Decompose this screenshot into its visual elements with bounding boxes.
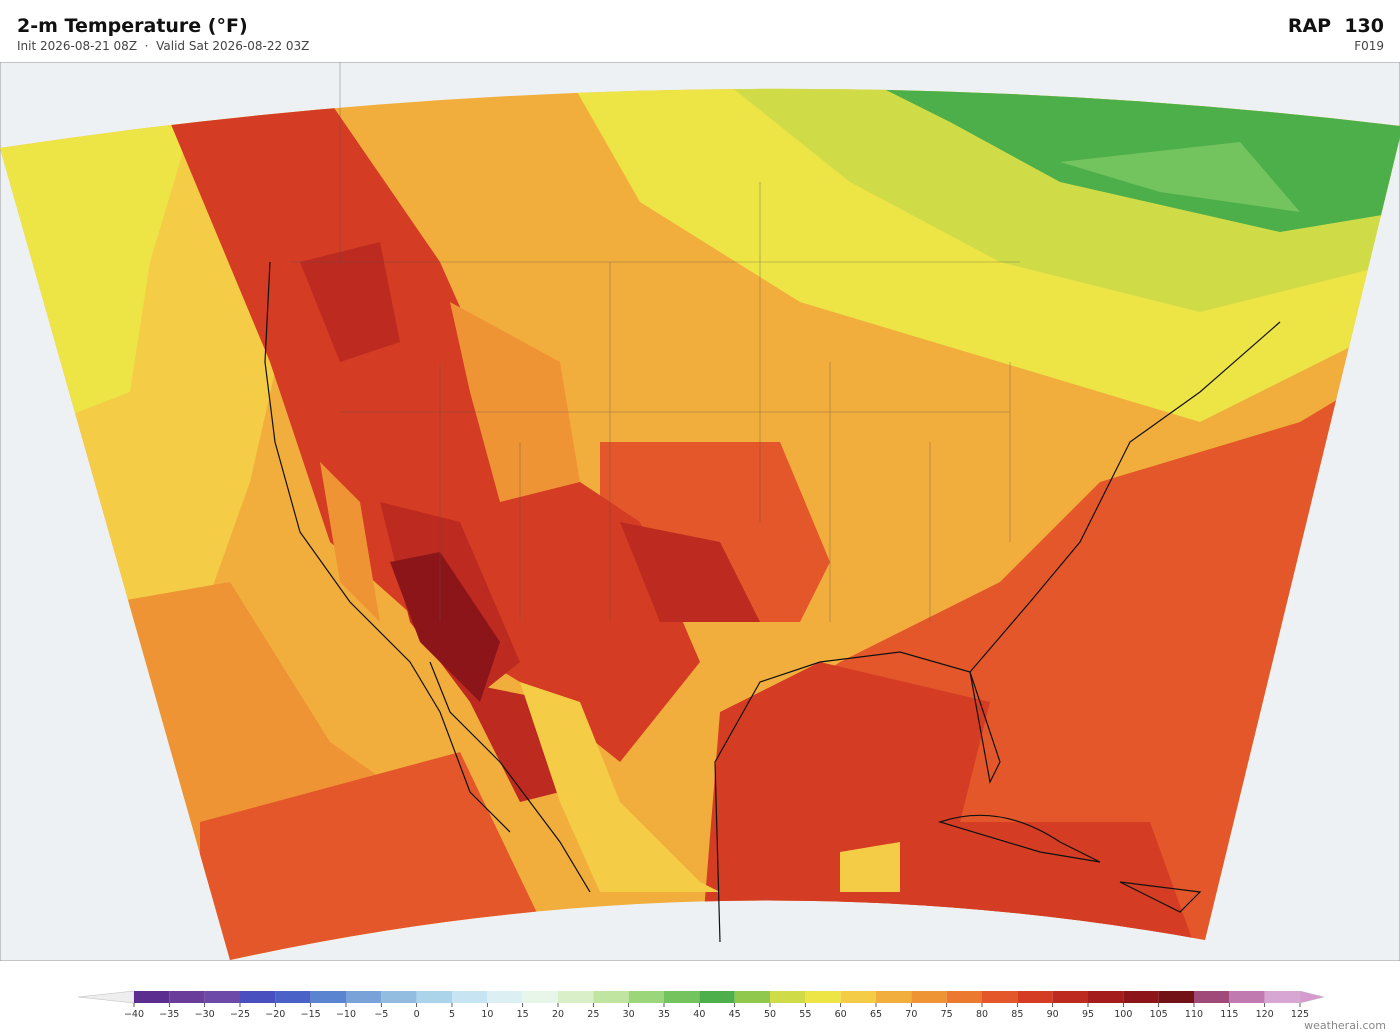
tick-label: 40: [693, 1009, 705, 1020]
tick-label: 105: [1150, 1009, 1168, 1020]
color-swatch: [1264, 991, 1300, 1003]
color-swatch: [593, 991, 629, 1003]
color-swatch: [1194, 991, 1230, 1003]
map-title: 2-m Temperature (°F): [17, 15, 248, 37]
tick-label: 50: [764, 1009, 776, 1020]
color-swatch: [1158, 991, 1194, 1003]
map: [0, 62, 1400, 961]
color-swatch: [1052, 991, 1088, 1003]
color-swatch: [699, 991, 735, 1003]
tick-label: 80: [976, 1009, 988, 1020]
color-swatch: [664, 991, 700, 1003]
color-swatch: [946, 991, 982, 1003]
color-swatch: [1017, 991, 1053, 1003]
tick-label: 95: [1082, 1009, 1094, 1020]
color-swatch: [452, 991, 488, 1003]
tick-label: −15: [301, 1009, 321, 1020]
tick-label: 125: [1291, 1009, 1309, 1020]
color-swatch: [840, 991, 876, 1003]
color-swatch: [628, 991, 664, 1003]
tick-label: 10: [481, 1009, 493, 1020]
tick-label: 120: [1256, 1009, 1274, 1020]
tick-label: 35: [658, 1009, 670, 1020]
tick-label: 15: [517, 1009, 529, 1020]
color-swatch: [1229, 991, 1265, 1003]
tick-label: −20: [265, 1009, 285, 1020]
color-swatch: [275, 991, 311, 1003]
tick-label: 85: [1011, 1009, 1023, 1020]
color-swatch: [204, 991, 240, 1003]
color-swatch: [805, 991, 841, 1003]
tick-label: 55: [799, 1009, 811, 1020]
tick-label: 70: [905, 1009, 917, 1020]
state-borders: [290, 62, 1020, 622]
color-swatch: [1123, 991, 1159, 1003]
tick-label: 25: [587, 1009, 599, 1020]
color-swatch: [876, 991, 912, 1003]
color-swatch: [1088, 991, 1124, 1003]
color-swatch: [734, 991, 770, 1003]
tick-label: 0: [414, 1009, 420, 1020]
model-name: RAP 130: [1287, 15, 1384, 37]
color-swatch: [770, 991, 806, 1003]
color-swatch: [346, 991, 382, 1003]
tick-label: −40: [124, 1009, 144, 1020]
colorbar: −40 −35 −30 −25 −20 −15 −10 −5 0 5 10 15 20 25 30 35 40 4…: [77, 990, 1325, 1020]
tick-label: 65: [870, 1009, 882, 1020]
init-time: Init 2026-08-21 08Z: [17, 39, 138, 53]
over-triangle: [1299, 990, 1325, 1004]
color-swatch: [134, 991, 170, 1003]
tick-label: −25: [230, 1009, 250, 1020]
tick-label: 115: [1220, 1009, 1238, 1020]
color-swatch: [381, 991, 417, 1003]
color-swatch: [169, 991, 205, 1003]
tick-label: 5: [449, 1009, 455, 1020]
tick-label: −10: [336, 1009, 356, 1020]
tick-label: −30: [195, 1009, 215, 1020]
color-swatch: [416, 991, 452, 1003]
watermark: weatherai.com: [1304, 1019, 1386, 1032]
tick-label: 110: [1185, 1009, 1203, 1020]
color-swatch: [487, 991, 523, 1003]
tick-label: 30: [623, 1009, 635, 1020]
color-swatch: [911, 991, 947, 1003]
forecast-hour: F019: [1354, 39, 1384, 53]
under-triangle: [77, 990, 135, 1004]
color-swatch: [240, 991, 276, 1003]
color-swatch: [982, 991, 1018, 1003]
tick-label: 90: [1047, 1009, 1059, 1020]
tick-label: −35: [159, 1009, 179, 1020]
valid-time: Valid Sat 2026-08-22 03Z: [156, 39, 310, 53]
color-swatch: [558, 991, 594, 1003]
tick-label: −5: [374, 1009, 388, 1020]
subtitle: Init 2026-08-21 08Z · Valid Sat 2026-08-…: [17, 39, 310, 53]
tick-label: 75: [941, 1009, 953, 1020]
tick-label: 100: [1114, 1009, 1132, 1020]
temperature-field: [0, 88, 1400, 960]
tick-label: 45: [729, 1009, 741, 1020]
coastline: [264, 261, 1281, 943]
tick-label: 60: [835, 1009, 847, 1020]
tick-label: 20: [552, 1009, 564, 1020]
color-swatch: [522, 991, 558, 1003]
color-swatch: [310, 991, 346, 1003]
